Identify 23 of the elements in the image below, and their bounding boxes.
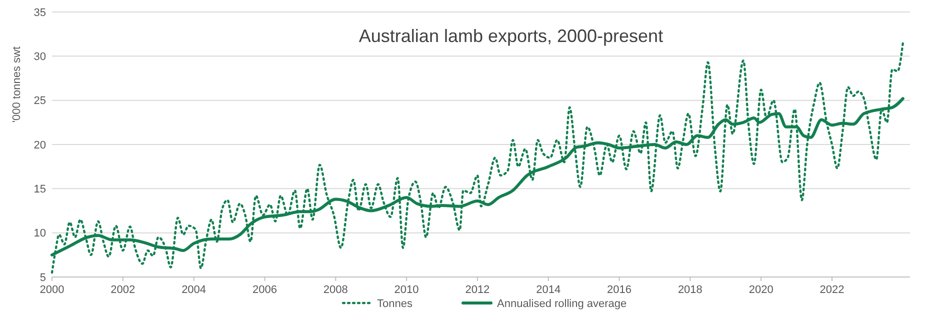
text: Australian lamb exports, 2000-present — [358, 26, 664, 46]
y-axis-title: '000 tonnes swt — [11, 46, 23, 123]
x-tick-label: 2016 — [607, 284, 632, 296]
x-tick-label: 2008 — [323, 284, 348, 296]
x-tick-label: 2006 — [252, 284, 277, 296]
x-tick-label: 2014 — [536, 284, 561, 296]
y-tick-label: 20 — [34, 139, 46, 152]
x-tick-label: 2018 — [678, 284, 702, 296]
y-tick-label: 10 — [34, 228, 46, 240]
y-tick-label: 25 — [34, 95, 46, 108]
x-tick-label: 2010 — [394, 284, 419, 296]
x-tick-label: 2022 — [820, 284, 844, 296]
x-tick-label: 2020 — [748, 284, 774, 296]
x-tick-label: 2000 — [40, 284, 64, 296]
x-tick-label: 2012 — [465, 284, 490, 296]
x-tick-label: 2002 — [110, 284, 136, 296]
legend-label: Tonnes — [377, 298, 413, 310]
y-tick-label: 35 — [34, 6, 46, 19]
y-tick-label: 15 — [34, 184, 46, 196]
y-tick-label: 5 — [40, 272, 46, 284]
x-tick-label: 2004 — [182, 284, 206, 296]
y-tick-label: 30 — [34, 51, 46, 64]
legend-label: Annualised rolling average — [497, 298, 627, 310]
